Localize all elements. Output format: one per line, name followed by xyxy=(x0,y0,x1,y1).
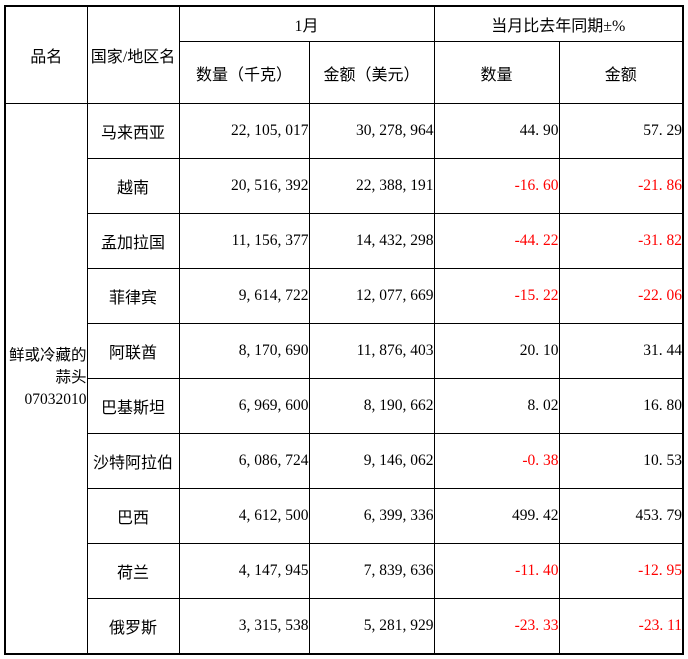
product-hs-code: 07032010 xyxy=(24,391,87,409)
country-cell: 菲律宾 xyxy=(86,268,180,324)
table-row: 巴基斯坦 6, 969, 600 8, 190, 662 8. 02 16. 8… xyxy=(5,378,684,434)
quantity-cell: 4, 612, 500 xyxy=(178,488,310,544)
quantity-cell: 6, 086, 724 xyxy=(178,433,310,489)
yoy-quantity-cell: 20. 10 xyxy=(433,323,560,379)
yoy-quantity-cell: -0. 38 xyxy=(433,433,560,489)
yoy-amount-cell: 10. 53 xyxy=(558,433,684,489)
table-row: 鲜或冷藏的蒜头 07032010 马来西亚 22, 105, 017 30, 27… xyxy=(4,103,684,654)
product-name-text: 鲜或冷藏的蒜头 xyxy=(8,346,87,387)
amount-cell: 7, 839, 636 xyxy=(308,543,435,599)
quantity-cell: 8, 170, 690 xyxy=(178,323,310,379)
yoy-amount-cell: -12. 95 xyxy=(558,543,684,599)
country-cell: 越南 xyxy=(86,158,180,214)
table-row: 巴西 4, 612, 500 6, 399, 336 499. 42 453. … xyxy=(5,488,684,544)
yoy-quantity-cell: 44. 90 xyxy=(433,103,560,159)
header-product-name: 品名 xyxy=(4,5,88,104)
yoy-quantity-cell: -23. 33 xyxy=(433,598,560,654)
yoy-amount-cell: 57. 29 xyxy=(558,103,684,159)
yoy-amount-cell: 16. 80 xyxy=(558,378,684,434)
yoy-quantity-cell: -16. 60 xyxy=(433,158,560,214)
quantity-cell: 3, 315, 538 xyxy=(178,598,310,654)
quantity-cell: 9, 614, 722 xyxy=(178,268,310,324)
header-country-region: 国家/地区名 xyxy=(86,5,180,104)
header-month-group: 1月 xyxy=(178,5,435,42)
table-row: 越南 20, 516, 392 22, 388, 191 -16. 60 -21… xyxy=(5,158,684,214)
table-row: 菲律宾 9, 614, 722 12, 077, 669 -15. 22 -22… xyxy=(5,268,684,324)
amount-cell: 22, 388, 191 xyxy=(308,158,435,214)
country-cell: 阿联酋 xyxy=(86,323,180,379)
product-name-cell: 鲜或冷藏的蒜头 07032010 xyxy=(4,103,88,654)
country-cell: 巴西 xyxy=(86,488,180,544)
amount-cell: 11, 876, 403 xyxy=(308,323,435,379)
amount-cell: 30, 278, 964 xyxy=(308,103,435,159)
table-row: 沙特阿拉伯 6, 086, 724 9, 146, 062 -0. 38 10.… xyxy=(5,433,684,489)
header-yoy-group: 当月比去年同期±% xyxy=(433,5,684,42)
country-cell: 孟加拉国 xyxy=(86,213,180,269)
yoy-amount-cell: -23. 11 xyxy=(558,598,684,654)
country-cell: 俄罗斯 xyxy=(86,598,180,654)
yoy-amount-cell: -21. 86 xyxy=(558,158,684,214)
table-body: 鲜或冷藏的蒜头 07032010 马来西亚 22, 105, 017 30, 27… xyxy=(4,103,684,654)
table-row: 孟加拉国 11, 156, 377 14, 432, 298 -44. 22 -… xyxy=(5,213,684,269)
amount-cell: 6, 399, 336 xyxy=(308,488,435,544)
yoy-quantity-cell: 499. 42 xyxy=(433,488,560,544)
amount-cell: 14, 432, 298 xyxy=(308,213,435,269)
yoy-amount-cell: -22. 06 xyxy=(558,268,684,324)
yoy-amount-cell: 453. 79 xyxy=(558,488,684,544)
yoy-amount-cell: -31. 82 xyxy=(558,213,684,269)
amount-cell: 5, 281, 929 xyxy=(308,598,435,654)
country-cell: 马来西亚 xyxy=(86,103,180,159)
yoy-quantity-cell: -44. 22 xyxy=(433,213,560,269)
header-quantity-kg: 数量（千克） xyxy=(178,41,310,104)
country-cell: 沙特阿拉伯 xyxy=(86,433,180,489)
table-row: 俄罗斯 3, 315, 538 5, 281, 929 -23. 33 -23.… xyxy=(5,598,684,654)
quantity-cell: 11, 156, 377 xyxy=(178,213,310,269)
quantity-cell: 20, 516, 392 xyxy=(178,158,310,214)
quantity-cell: 6, 969, 600 xyxy=(178,378,310,434)
yoy-quantity-cell: 8. 02 xyxy=(433,378,560,434)
header-amount-usd: 金额（美元） xyxy=(308,41,435,104)
yoy-quantity-cell: -11. 40 xyxy=(433,543,560,599)
country-cell: 巴基斯坦 xyxy=(86,378,180,434)
amount-cell: 9, 146, 062 xyxy=(308,433,435,489)
amount-cell: 8, 190, 662 xyxy=(308,378,435,434)
header-yoy-amount: 金额 xyxy=(558,41,684,104)
trade-statistics-table: 品名 国家/地区名 1月 当月比去年同期±% 数量（千克） 金额（美元） 数量 … xyxy=(4,5,685,655)
yoy-quantity-cell: -15. 22 xyxy=(433,268,560,324)
country-cell: 荷兰 xyxy=(86,543,180,599)
amount-cell: 12, 077, 669 xyxy=(308,268,435,324)
table-row: 阿联酋 8, 170, 690 11, 876, 403 20. 10 31. … xyxy=(5,323,684,379)
quantity-cell: 4, 147, 945 xyxy=(178,543,310,599)
yoy-amount-cell: 31. 44 xyxy=(558,323,684,379)
table-row: 荷兰 4, 147, 945 7, 839, 636 -11. 40 -12. … xyxy=(5,543,684,599)
quantity-cell: 22, 105, 017 xyxy=(178,103,310,159)
header-yoy-quantity: 数量 xyxy=(433,41,560,104)
